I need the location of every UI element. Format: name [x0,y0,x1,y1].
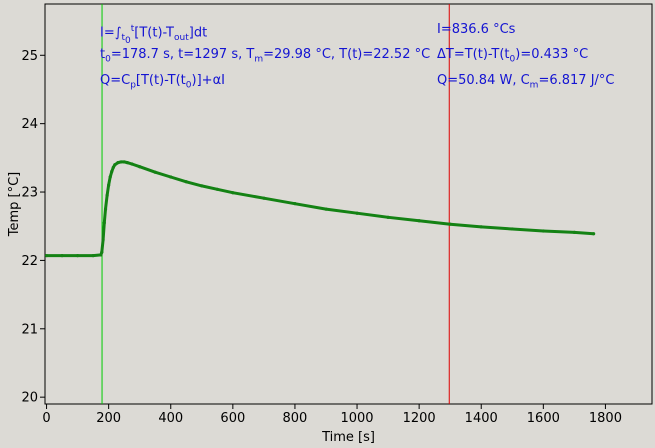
y-tick-label: 21 [21,322,38,337]
data-point [100,250,104,254]
plot-area [44,3,653,405]
data-point [122,160,126,164]
data-point [386,215,390,219]
data-point [103,207,108,211]
parameters-text: t0=178.7 s, t=1297 s, Tm=29.98 °C, T(t)=… [100,47,431,65]
data-point [572,230,576,234]
data-point [541,229,545,233]
data-point [76,254,80,258]
x-tick-label: 1200 [403,411,436,426]
x-tick-label: 0 [42,411,50,426]
data-point [99,253,103,257]
data-point [138,165,142,169]
data-point [184,180,188,184]
data-point [44,254,49,258]
y-tick-label: 25 [21,49,38,64]
data-point [510,227,514,231]
y-tick-label: 24 [21,117,38,132]
integral-value: I=836.6 °Cs [437,22,516,37]
x-tick-label: 1000 [340,411,373,426]
data-point [262,196,266,200]
heat-formula: Q=Cp[T(t)-T(t0)]+αI [100,73,225,91]
data-point [119,160,123,164]
data-point [592,232,596,236]
data-point [479,225,483,229]
delta-t-text: ΔT=T(t)-T(t0)=0.433 °C [437,47,589,65]
data-point [91,254,95,258]
data-point [200,184,204,188]
x-tick-label: 1600 [527,411,560,426]
data-point [125,161,129,165]
y-axis-ticks: 20 21 22 23 24 25 [21,49,45,406]
data-point [102,221,106,225]
data-point [101,238,105,242]
data-point [111,165,115,170]
data-point [448,222,452,226]
data-point [105,193,109,198]
data-point [130,162,134,166]
power-text: Q=50.84 W, Cm=6.817 J/°C [437,73,615,91]
data-point [355,211,359,215]
data-point [293,202,297,206]
x-tick-label: 400 [158,411,183,426]
data-point [108,175,112,179]
data-point [110,169,114,174]
data-point [324,207,328,211]
data-point [231,191,235,195]
data-point [153,170,157,174]
data-point [215,187,219,191]
x-tick-label: 1800 [589,411,622,426]
x-axis-ticks: 0 200 400 600 800 1000 1200 1400 1600 1800 [42,404,622,426]
y-tick-label: 20 [21,391,38,406]
data-point [116,161,120,165]
x-axis-label: Time [s] [321,430,375,445]
data-point [169,175,173,179]
y-axis-label: Temp [°C] [7,172,22,238]
y-tick-label: 22 [21,254,38,269]
data-point [107,183,111,187]
integral-formula: I=∫t0t[T(t)-Tout]dt [100,24,208,46]
marker-lines [101,4,450,404]
data-point [60,254,64,258]
x-tick-label: 800 [283,411,308,426]
x-tick-label: 1400 [465,411,498,426]
data-point [417,219,421,223]
data-point [113,163,117,167]
y-tick-label: 23 [21,186,38,201]
data-series [44,160,596,258]
x-tick-label: 200 [96,411,121,426]
x-tick-label: 600 [220,411,245,426]
